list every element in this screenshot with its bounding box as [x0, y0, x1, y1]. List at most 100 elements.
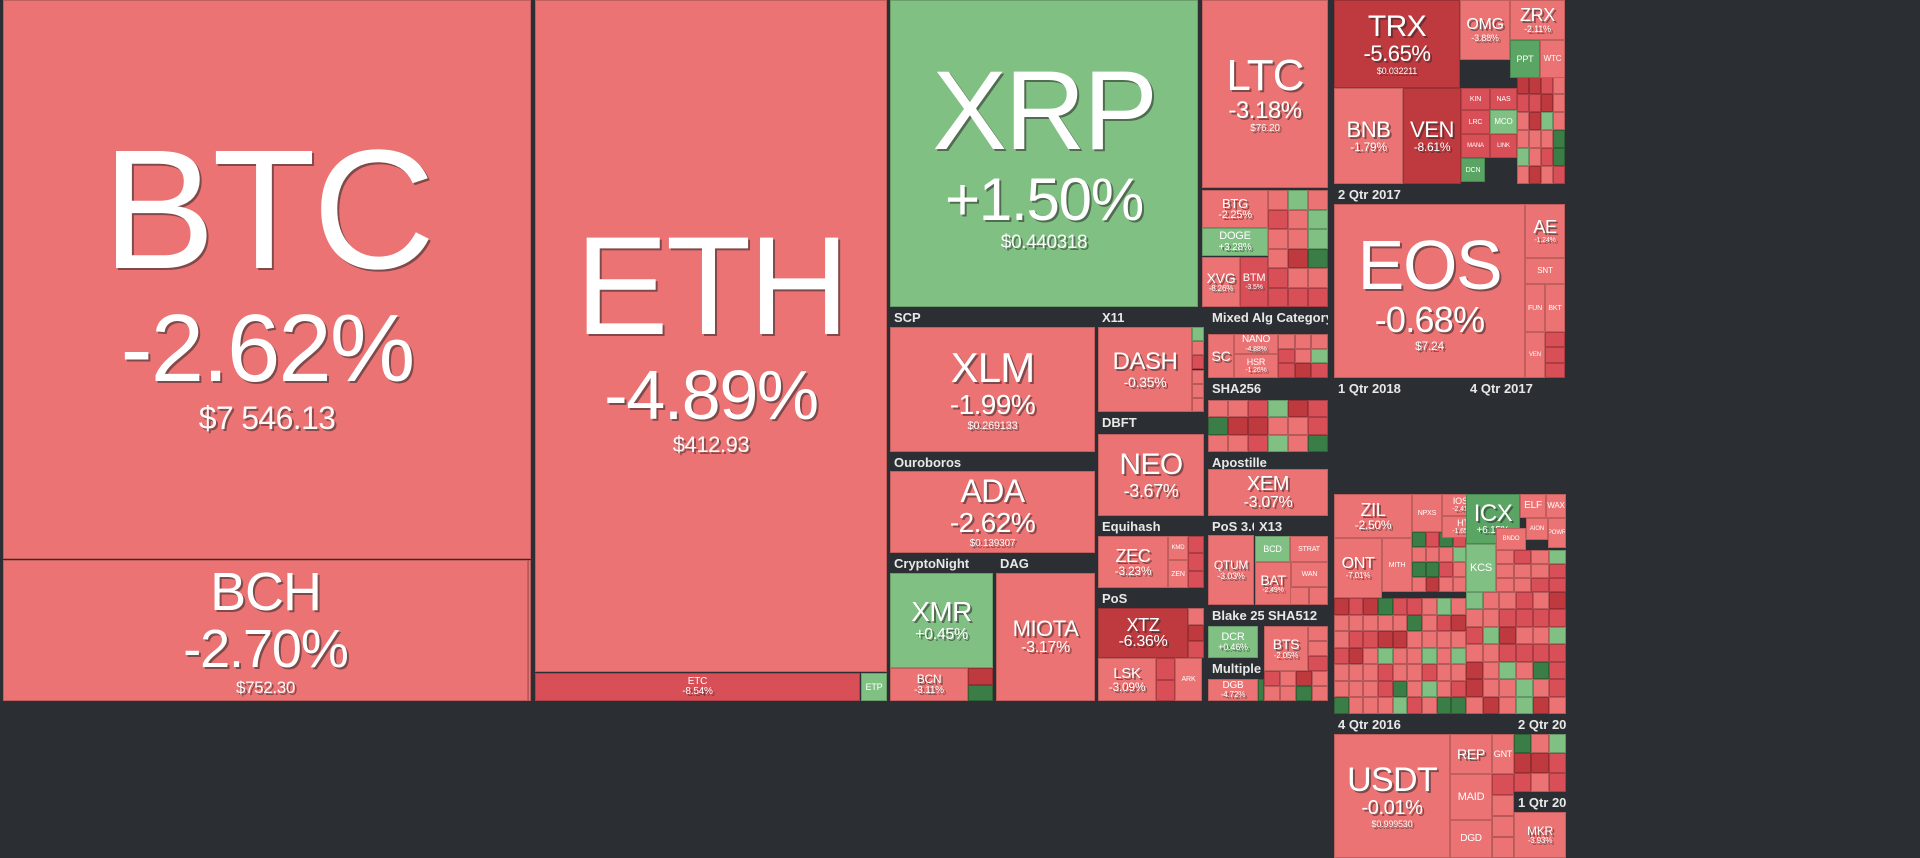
small-coin-tile[interactable] [1422, 631, 1437, 648]
small-coin-tile[interactable] [1531, 772, 1549, 792]
small-coin-tile[interactable] [1407, 647, 1422, 665]
coin-tile-snt[interactable]: SNT [1525, 258, 1565, 284]
small-coin-tile[interactable] [1334, 664, 1349, 681]
small-coin-tile[interactable] [1545, 347, 1565, 363]
small-coin-tile[interactable] [1378, 647, 1393, 665]
small-coin-tile[interactable] [1228, 400, 1248, 418]
small-coin-tile[interactable] [1553, 94, 1565, 112]
small-coin-tile[interactable] [1264, 671, 1280, 686]
small-coin-tile[interactable] [1311, 363, 1328, 378]
coin-tile-usdt[interactable]: USDT -0.01% $0.999530 [1334, 734, 1450, 858]
small-coin-tile[interactable] [1363, 631, 1378, 648]
coin-tile-xlm[interactable]: XLM -1.99% $0.269133 [890, 327, 1095, 452]
small-coin-tile[interactable] [1452, 547, 1466, 562]
small-coin-tile[interactable] [1466, 609, 1483, 627]
small-coin-tile[interactable] [1308, 229, 1328, 249]
small-coin-tile[interactable] [1482, 626, 1500, 645]
small-coin-tile[interactable] [1499, 696, 1516, 714]
small-coin-tile[interactable] [1348, 680, 1364, 698]
small-coin-tile[interactable] [1541, 130, 1553, 148]
small-coin-tile[interactable] [1482, 661, 1500, 680]
coin-tile-rep[interactable]: REP [1450, 734, 1492, 774]
small-coin-tile[interactable] [1392, 697, 1408, 714]
small-coin-tile[interactable] [1192, 397, 1204, 412]
small-coin-tile[interactable] [1407, 614, 1422, 632]
small-coin-tile[interactable] [1334, 598, 1349, 615]
coin-tile-npxs[interactable]: NPXS [1412, 494, 1442, 532]
small-coin-tile[interactable] [1378, 680, 1393, 698]
small-coin-tile[interactable] [1407, 680, 1422, 698]
small-coin-tile[interactable] [1412, 547, 1426, 562]
small-coin-tile[interactable] [1407, 664, 1422, 681]
small-coin-tile[interactable] [1466, 644, 1483, 662]
small-coin-tile[interactable] [1422, 680, 1437, 698]
small-coin-tile[interactable] [1516, 661, 1533, 680]
small-coin-tile[interactable] [1378, 598, 1393, 615]
small-coin-tile[interactable] [1422, 697, 1437, 714]
small-coin-tile[interactable] [1296, 686, 1312, 701]
small-coin-tile[interactable] [1517, 94, 1529, 112]
small-coin-tile[interactable] [1549, 679, 1566, 697]
small-coin-tile[interactable] [1549, 644, 1566, 662]
small-coin-tile[interactable] [1513, 578, 1531, 592]
small-coin-tile[interactable] [1499, 679, 1516, 697]
small-coin-tile[interactable] [1348, 631, 1364, 648]
small-coin-tile[interactable] [1553, 166, 1565, 184]
small-coin-tile[interactable] [1308, 400, 1328, 418]
coin-tile-zen[interactable]: ZEN [1168, 560, 1188, 588]
small-coin-tile[interactable] [1334, 680, 1349, 698]
small-coin-tile[interactable] [1192, 383, 1204, 398]
small-coin-tile[interactable] [1532, 679, 1550, 697]
small-coin-tile[interactable] [1378, 631, 1393, 648]
small-coin-tile[interactable] [1492, 795, 1514, 816]
small-coin-tile[interactable] [1553, 130, 1565, 148]
small-coin-tile[interactable] [1425, 562, 1439, 577]
small-coin-tile[interactable] [1363, 598, 1378, 615]
small-coin-tile[interactable] [1188, 608, 1204, 625]
coin-tile-eth[interactable]: ETH -4.89% $412.93 [535, 0, 887, 672]
coin-tile-trx[interactable]: TRX -5.65% $0.032211 [1334, 0, 1460, 88]
small-coin-tile[interactable] [1308, 287, 1328, 307]
small-coin-tile[interactable] [1466, 661, 1483, 680]
small-coin-tile[interactable] [1248, 400, 1268, 418]
small-coin-tile[interactable] [1228, 434, 1248, 452]
coin-tile-bts[interactable]: BTS -2.05% [1264, 626, 1308, 671]
small-coin-tile[interactable] [1188, 570, 1204, 588]
coin-tile-kcs[interactable]: KCS [1466, 544, 1496, 592]
small-coin-tile[interactable] [1466, 592, 1483, 610]
small-coin-tile[interactable] [1288, 268, 1308, 288]
coin-tile-dcr[interactable]: DCR +0.46% [1208, 626, 1258, 658]
small-coin-tile[interactable] [1348, 697, 1364, 714]
small-coin-tile[interactable] [1268, 417, 1288, 435]
small-coin-tile[interactable] [1425, 577, 1439, 592]
coin-tile-wax[interactable]: WAX [1546, 494, 1566, 518]
small-coin-tile[interactable] [1258, 679, 1264, 701]
coin-tile-neo[interactable]: NEO -3.67% [1098, 434, 1204, 516]
small-coin-tile[interactable] [1553, 112, 1565, 130]
small-coin-tile[interactable] [1516, 609, 1533, 627]
small-coin-tile[interactable] [1452, 577, 1466, 592]
coin-tile-btg[interactable]: BTG -2.25% [1202, 190, 1268, 228]
small-coin-tile[interactable] [1280, 671, 1296, 686]
small-coin-tile[interactable] [1549, 696, 1566, 714]
small-coin-tile[interactable] [1334, 614, 1349, 632]
coin-tile-xvg[interactable]: XVG -8.26% [1202, 257, 1240, 307]
small-coin-tile[interactable] [1549, 626, 1566, 645]
small-coin-tile[interactable] [1548, 550, 1566, 564]
small-coin-tile[interactable] [1541, 94, 1553, 112]
small-coin-tile[interactable] [1422, 614, 1437, 632]
small-coin-tile[interactable] [1531, 550, 1549, 564]
small-coin-tile[interactable] [1425, 547, 1439, 562]
small-coin-tile[interactable] [1268, 268, 1288, 288]
small-coin-tile[interactable] [1308, 248, 1328, 268]
small-coin-tile[interactable] [1436, 598, 1452, 615]
small-coin-tile[interactable] [1192, 369, 1204, 384]
small-coin-tile[interactable] [1482, 609, 1500, 627]
small-coin-tile[interactable] [1268, 434, 1288, 452]
small-coin-tile[interactable] [1466, 696, 1483, 714]
small-coin-tile[interactable] [1308, 656, 1328, 671]
small-coin-tile[interactable] [1514, 772, 1532, 792]
small-coin-tile[interactable] [1439, 577, 1453, 592]
coin-tile-dcn[interactable]: DCN [1461, 158, 1485, 182]
small-coin-tile[interactable] [1268, 209, 1288, 229]
